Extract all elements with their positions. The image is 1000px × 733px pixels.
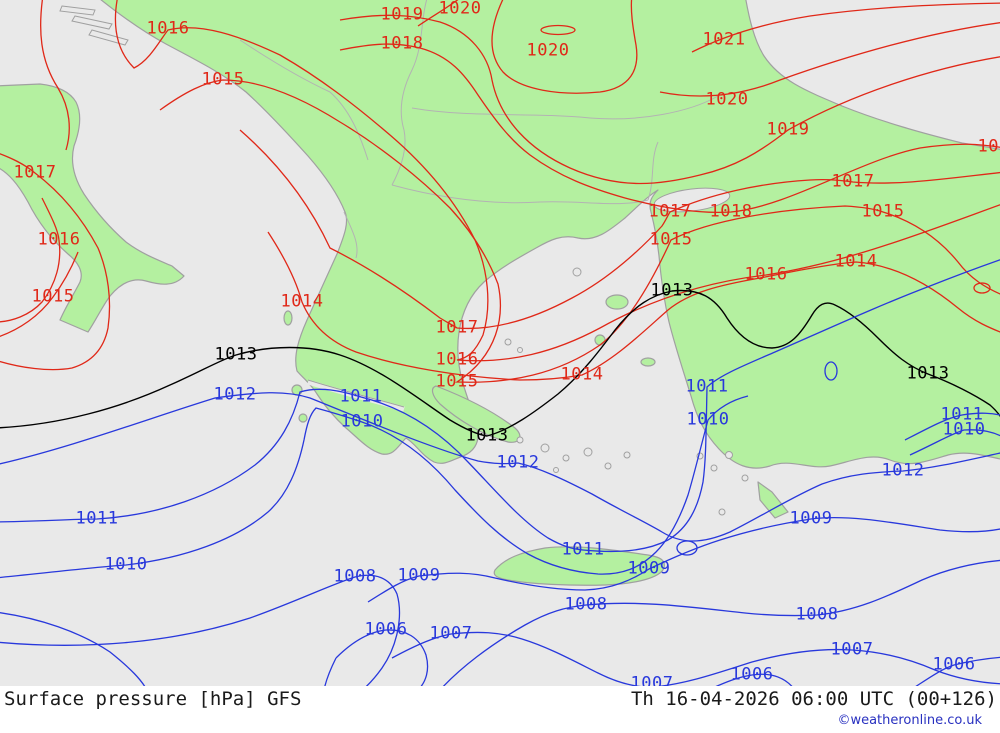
isobar-1006-west <box>335 629 429 686</box>
island-cyclades <box>516 436 524 444</box>
isobars-low-layer <box>0 259 1000 686</box>
isobar-1020-oval <box>540 24 576 36</box>
island-cyclades <box>583 447 593 457</box>
island-cyclades <box>540 443 550 453</box>
isobar-1016-nw <box>114 0 1000 362</box>
caption-datetime: Th 16-04-2026 06:00 UTC (00+126) <box>630 688 997 710</box>
island-dodecanese <box>710 464 718 472</box>
map-canvas <box>0 0 1000 686</box>
island-cyclades <box>553 467 559 473</box>
isobar-1018 <box>339 43 1000 214</box>
island-zakynthos <box>298 413 308 423</box>
island-karpathos <box>718 508 726 516</box>
isobar-1013 <box>0 289 1000 437</box>
land-rhodes <box>757 481 789 519</box>
isobar-1020-east <box>659 22 1000 97</box>
copyright-link[interactable]: ©weatheronline.co.uk <box>837 713 982 728</box>
sea-detail-layer <box>59 5 749 516</box>
island-lesbos <box>605 294 629 310</box>
island-cyclades <box>604 462 612 470</box>
land-crete <box>493 546 665 586</box>
island-limnos <box>572 267 582 277</box>
isobar-1006-south <box>715 673 793 686</box>
island-sporades <box>504 338 512 346</box>
pressure-map: 1016 1019 1020 1018 1020 1021 1020 1019 1015 1017… <box>0 0 1000 686</box>
isobar-1009 <box>367 517 1000 603</box>
island-chios <box>594 334 606 346</box>
isobar-1006-west-tail <box>324 657 337 686</box>
isobars-high-layer <box>0 0 1000 383</box>
island-corfu <box>283 310 293 326</box>
isobar-1014-main <box>267 231 1000 381</box>
isobar-1020-top <box>417 0 459 27</box>
island-cyclades <box>623 451 631 459</box>
isobar-ring-anatolia <box>824 361 838 381</box>
isobar-1015-main <box>159 79 1000 383</box>
islands-dalmatia <box>59 5 96 16</box>
isobar-1015-italy <box>0 251 79 337</box>
isobar-1008-west <box>0 574 401 686</box>
island-dodecanese <box>725 451 733 459</box>
isobar-1010-east <box>909 429 1000 456</box>
isobar-1007 <box>391 631 1000 686</box>
island-dodecanese <box>741 474 749 482</box>
caption-title: Surface pressure [hPa] GFS <box>4 688 302 710</box>
isobar-small-oval-east <box>973 282 991 294</box>
caption-bar: Surface pressure [hPa] GFS Th 16-04-2026… <box>0 686 1000 733</box>
isobar-1017-italy <box>0 153 111 371</box>
isobar-1017-main <box>239 129 1000 330</box>
isobar-1019 <box>339 14 1000 185</box>
isobar-1021 <box>691 2 1000 53</box>
isobar-ring-karpathos <box>676 540 698 556</box>
isobar-1010 <box>0 395 749 579</box>
isobar-1011 <box>0 259 1000 553</box>
land-italy <box>0 83 185 333</box>
isobar-1011-east <box>904 412 1000 441</box>
island-sporades <box>517 347 523 353</box>
isobar-nw-vertical <box>39 0 70 151</box>
isobar-1012 <box>0 392 1000 542</box>
isobar-1006-southeast <box>915 656 1000 686</box>
isobar-1008-east <box>442 559 1000 686</box>
isobar-reference-layer <box>0 289 1000 437</box>
island-samos <box>640 357 656 367</box>
isobar-1016-italy <box>0 197 61 323</box>
isobar-1020-dome <box>491 0 638 94</box>
border-layer <box>239 0 719 259</box>
isobar-corner-southwest <box>0 612 146 686</box>
islands-dalmatia <box>71 15 113 30</box>
land-euboea <box>431 385 521 443</box>
island-kefalonia <box>291 384 303 396</box>
island-cyclades <box>562 454 570 462</box>
